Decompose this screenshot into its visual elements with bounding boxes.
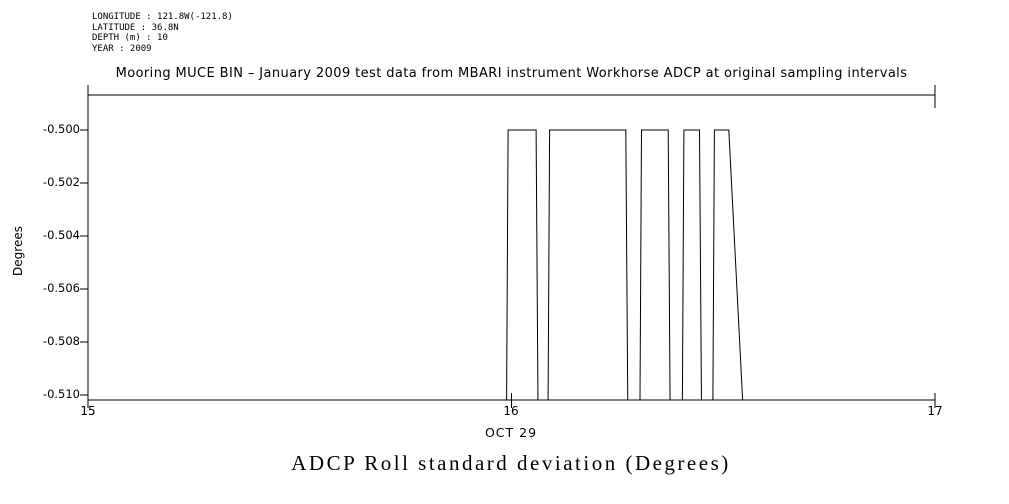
x-tick-label: 15	[80, 404, 96, 418]
meta-depth: DEPTH (m) : 10	[92, 33, 168, 43]
y-tick-label: -0.506	[42, 281, 80, 295]
figure-caption: ADCP Roll standard deviation (Degrees)	[291, 451, 731, 475]
y-tick-label: -0.508	[42, 334, 80, 348]
plot-title: Mooring MUCE BIN – January 2009 test dat…	[115, 66, 908, 81]
station-metadata: LONGITUDE : 121.8W(-121.8) LATITUDE : 36…	[92, 12, 233, 54]
meta-longitude: LONGITUDE : 121.8W(-121.8)	[92, 12, 233, 22]
meta-latitude: LATITUDE : 36.8N	[92, 22, 179, 33]
y-tick-label: -0.502	[42, 175, 80, 189]
meta-year: YEAR : 2009	[92, 43, 152, 54]
y-tick-label: -0.500	[42, 122, 80, 136]
x-tick-label: 17	[927, 404, 943, 418]
y-tick-label: -0.504	[42, 228, 80, 242]
x-axis-date-label: OCT 29	[484, 425, 538, 440]
x-tick-label: 16	[503, 404, 519, 418]
roll-stddev-line	[506, 129, 744, 400]
y-tick-label: -0.510	[42, 387, 80, 401]
